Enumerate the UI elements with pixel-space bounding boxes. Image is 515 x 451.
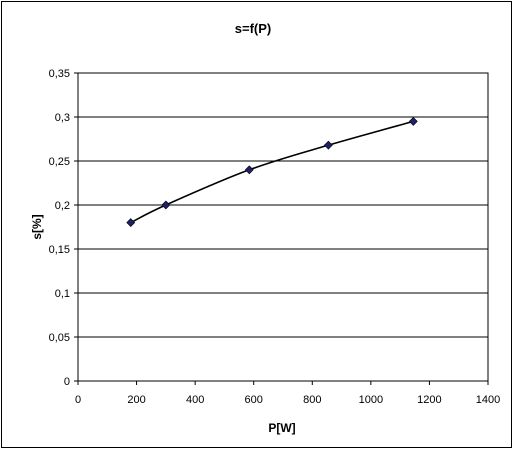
- x-tick-label-4: 800: [303, 394, 321, 406]
- y-axis-title: s[%]: [30, 214, 44, 239]
- y-tick-label-4: 0,2: [55, 200, 70, 212]
- y-tick-label-5: 0,25: [49, 156, 70, 168]
- data-markers: [126, 116, 418, 228]
- y-tick-label-6: 0,3: [55, 112, 70, 124]
- data-point-3: [323, 140, 333, 150]
- chart-title: s=f(P): [235, 21, 271, 36]
- plot-area: [77, 72, 489, 382]
- data-point-4: [408, 116, 418, 126]
- data-point-2: [244, 165, 254, 175]
- data-point-0: [126, 218, 136, 228]
- trendline: [130, 120, 414, 224]
- x-tick-label-0: 0: [75, 394, 81, 406]
- x-tick-label-7: 1400: [476, 394, 500, 406]
- y-tick-label-0: 0: [64, 376, 70, 388]
- x-tick-label-1: 200: [127, 394, 145, 406]
- x-tick-label-5: 1000: [359, 394, 383, 406]
- y-tick-label-1: 0,05: [49, 332, 70, 344]
- y-tick-label-2: 0,1: [55, 288, 70, 300]
- x-tick-label-6: 1200: [417, 394, 441, 406]
- y-tick-label-7: 0,35: [49, 68, 70, 80]
- tick-labels: 0 0,05 0,1 0,15 0,2 0,25 0,3 0,35 0 200 400 600 800 1…: [49, 68, 501, 406]
- x-axis-title: P[W]: [268, 421, 295, 435]
- x-tick-label-2: 400: [186, 394, 204, 406]
- x-tick-label-3: 600: [245, 394, 263, 406]
- grid-lines: [78, 72, 488, 338]
- data-point-1: [161, 200, 171, 210]
- axis-ticks: [74, 72, 489, 385]
- y-tick-label-3: 0,15: [49, 244, 70, 256]
